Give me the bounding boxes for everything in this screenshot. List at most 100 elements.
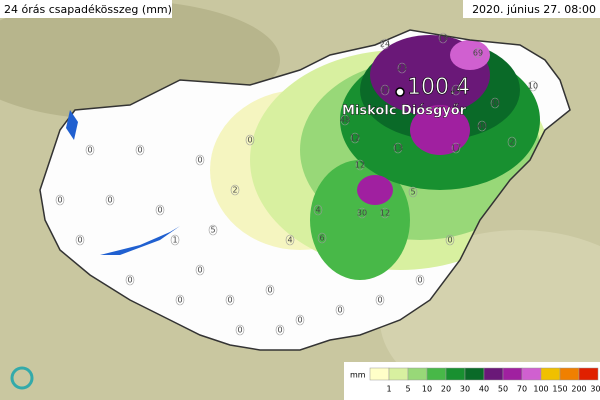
station-marker	[295, 314, 305, 326]
station-marker	[85, 144, 95, 156]
station-marker	[438, 32, 448, 44]
rain-area	[450, 40, 490, 70]
legend-swatch	[388, 367, 409, 381]
station-marker	[528, 80, 538, 92]
station-value: 4	[315, 206, 320, 215]
station-value: 0	[137, 146, 142, 155]
station-marker	[317, 232, 327, 244]
highlight-marker	[395, 87, 405, 97]
station-marker	[507, 136, 517, 148]
station-value: 0	[447, 236, 452, 245]
station-marker	[355, 159, 365, 171]
station-marker	[451, 84, 461, 96]
station-value: 34	[451, 86, 461, 95]
station-value: 0	[227, 296, 232, 305]
station-value: 0	[77, 236, 82, 245]
station-marker	[451, 142, 461, 154]
station-value: 23	[397, 64, 407, 73]
legend-swatch	[407, 367, 428, 381]
station-value: 19	[438, 34, 448, 43]
station-marker	[415, 274, 425, 286]
station-value: 12	[380, 209, 390, 218]
station-value: 10	[528, 82, 538, 91]
station-marker	[408, 186, 418, 198]
station-value: 0	[267, 286, 272, 295]
station-value: 2	[509, 138, 514, 147]
station-marker	[245, 134, 255, 146]
station-value: 12	[350, 134, 360, 143]
legend-swatch	[369, 367, 390, 381]
legend-swatch	[445, 367, 466, 381]
station-marker	[170, 234, 180, 246]
station-value: 0	[107, 196, 112, 205]
legend-swatch	[502, 367, 523, 381]
station-value: 30	[490, 99, 500, 108]
station-value: 17	[451, 144, 461, 153]
station-marker	[195, 154, 205, 166]
highlight-station: Miskolc Diósgyőr	[342, 104, 467, 119]
station-value: 0	[157, 206, 162, 215]
legend-tick-label: 50	[498, 385, 508, 394]
legend-swatch	[426, 367, 447, 381]
station-value: 0	[377, 296, 382, 305]
station-value: 0	[197, 266, 202, 275]
station-value: 0	[297, 316, 302, 325]
station-marker	[105, 194, 115, 206]
legend-swatch	[559, 367, 580, 381]
legend-swatch	[540, 367, 561, 381]
station-marker	[490, 97, 500, 109]
station-value: 0	[417, 276, 422, 285]
station-value: 12	[355, 161, 365, 170]
station-value: 1	[172, 236, 177, 245]
legend: 1 5 10 20 30 40 50 70 100 150 200 300	[369, 367, 600, 394]
legend-tick-label: 10	[422, 385, 432, 394]
station-marker	[477, 120, 487, 132]
station-marker	[275, 324, 285, 336]
station-marker	[125, 274, 135, 286]
station-value: 0	[237, 326, 242, 335]
station-value: 48	[340, 116, 350, 125]
station-value: 4	[287, 236, 292, 245]
station-marker	[380, 38, 390, 50]
station-marker	[335, 304, 345, 316]
legend-tick-label: 70	[517, 385, 527, 394]
title: 24 órás csapadékösszeg (mm)	[4, 3, 172, 16]
station-value: 2	[232, 186, 237, 195]
station-marker	[55, 194, 65, 206]
station-value: 37	[380, 86, 390, 95]
station-value: 0	[57, 196, 62, 205]
station-marker	[265, 284, 275, 296]
station-marker	[155, 204, 165, 216]
station-value: 40	[477, 122, 487, 131]
station-marker	[473, 47, 483, 59]
station-value: 30	[357, 209, 367, 218]
station-value: 13	[393, 144, 403, 153]
station-value: 0	[87, 146, 92, 155]
station-value: 5	[210, 226, 215, 235]
legend-tick-label: 20	[441, 385, 451, 394]
legend-tick-label: 40	[479, 385, 489, 394]
station-value: 0	[337, 306, 342, 315]
station-marker	[135, 144, 145, 156]
station-marker	[235, 324, 245, 336]
legend-swatch	[464, 367, 485, 381]
station-marker	[357, 207, 367, 219]
station-marker	[445, 234, 455, 246]
station-marker	[230, 184, 240, 196]
station-marker	[393, 142, 403, 154]
station-marker	[225, 294, 235, 306]
station-value: 0	[277, 326, 282, 335]
legend-tick-label: 30	[460, 385, 470, 394]
station-value: 24	[380, 40, 390, 49]
legend-swatch	[521, 367, 542, 381]
legend-tick-label: 100	[533, 385, 548, 394]
title-box	[0, 0, 172, 18]
station-marker	[375, 294, 385, 306]
lake-ferto	[66, 110, 78, 140]
logo	[10, 366, 34, 390]
date-box	[463, 0, 600, 18]
legend-tick-label: 5	[405, 385, 410, 394]
